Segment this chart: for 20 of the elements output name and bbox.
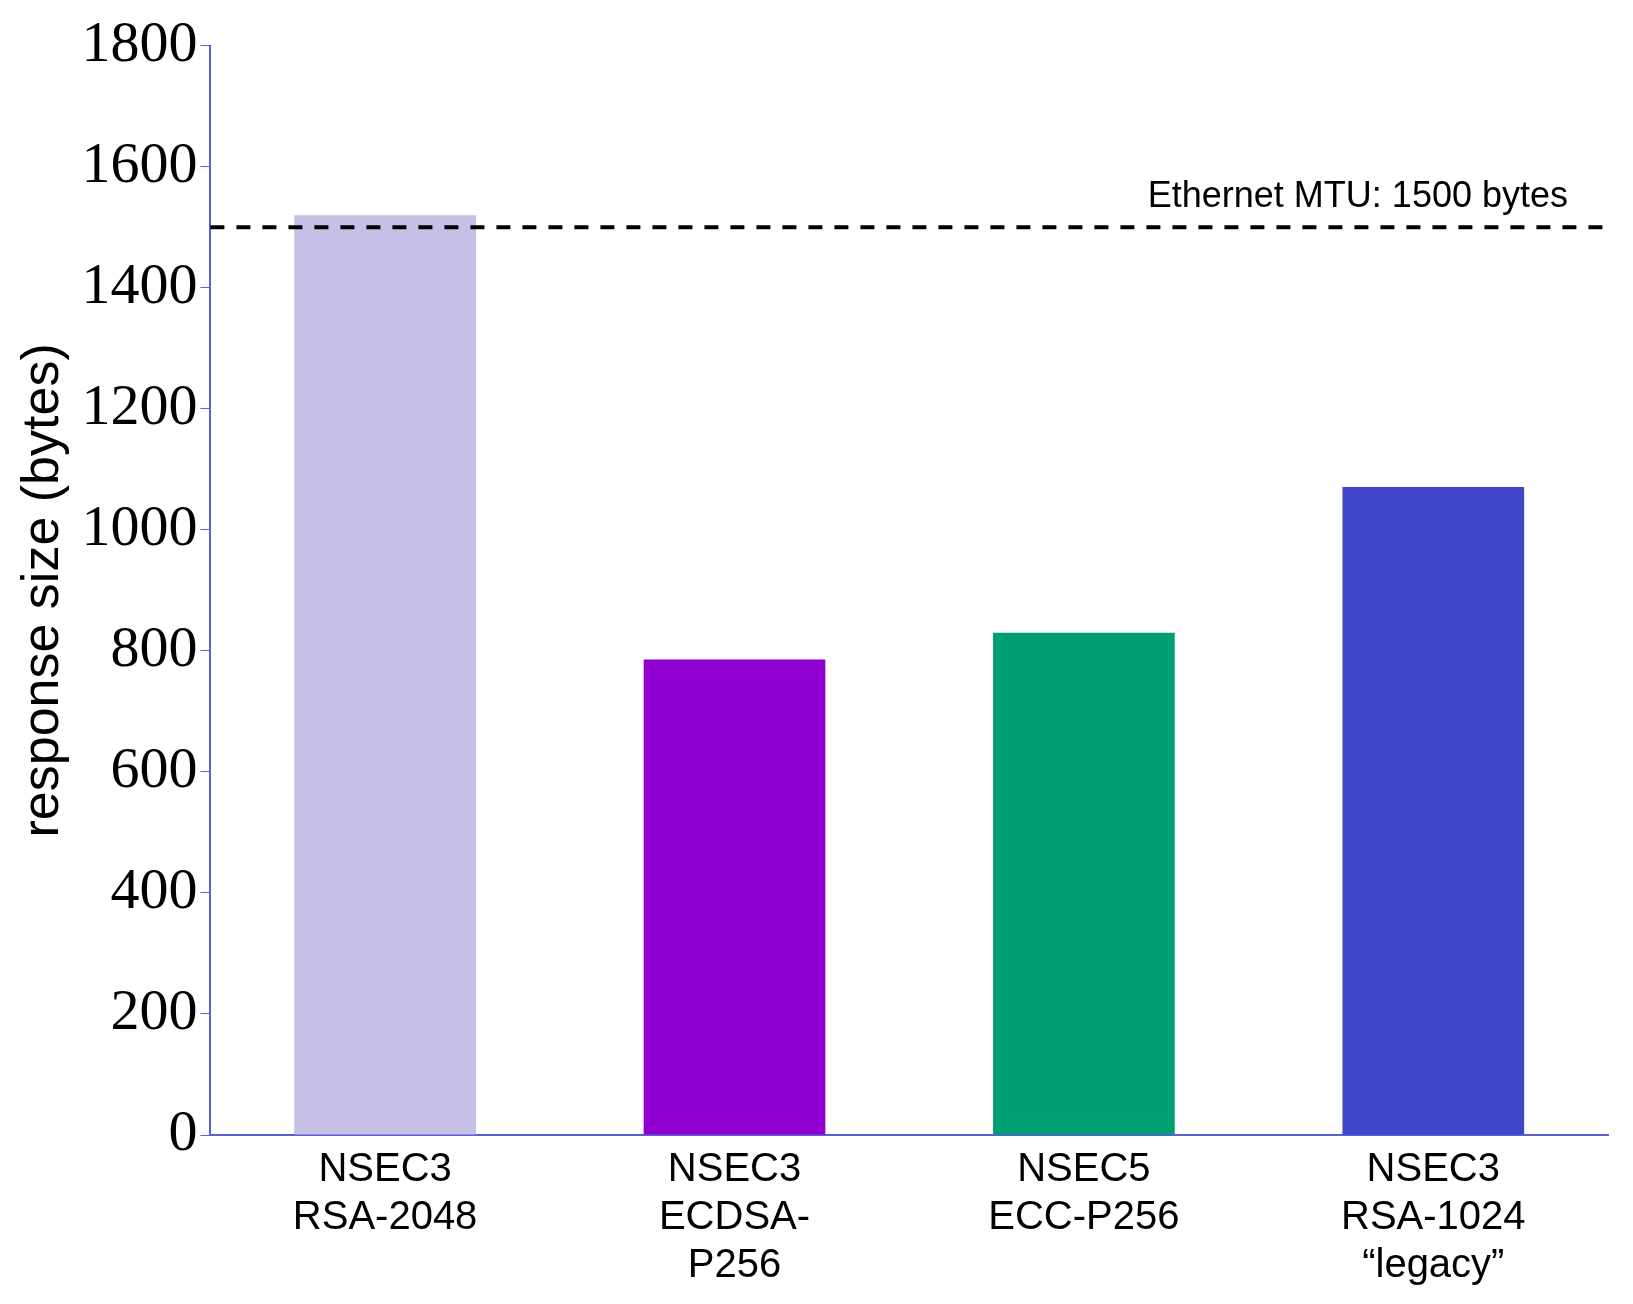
y-tick-label: 0 (168, 1098, 198, 1164)
y-tick-label: 1400 (81, 251, 198, 317)
bar (643, 659, 826, 1135)
x-tick-label: NSEC3 ECDSA- P256 (658, 1145, 811, 1286)
bar (294, 215, 476, 1135)
y-tick-label: 1800 (81, 9, 198, 75)
y-tick-label: 800 (110, 614, 198, 680)
x-tick-label: NSEC5 ECC-P256 (988, 1145, 1180, 1238)
y-tick-label: 1200 (81, 372, 198, 438)
ref-line-label: Ethernet MTU: 1500 bytes (1147, 174, 1568, 216)
y-tick-label: 1600 (81, 130, 198, 196)
bar (1342, 486, 1525, 1135)
y-tick-label: 1000 (81, 493, 198, 559)
bar (993, 632, 1175, 1135)
y-tick-label: 400 (110, 856, 198, 922)
x-tick-label: NSEC3 RSA-1024 “legacy” (1341, 1145, 1526, 1286)
x-tick-label: NSEC3 RSA-2048 (292, 1145, 478, 1238)
y-axis-title: response size (bytes) (10, 343, 69, 838)
y-tick-label: 200 (110, 977, 198, 1043)
y-tick-label: 600 (110, 735, 198, 801)
